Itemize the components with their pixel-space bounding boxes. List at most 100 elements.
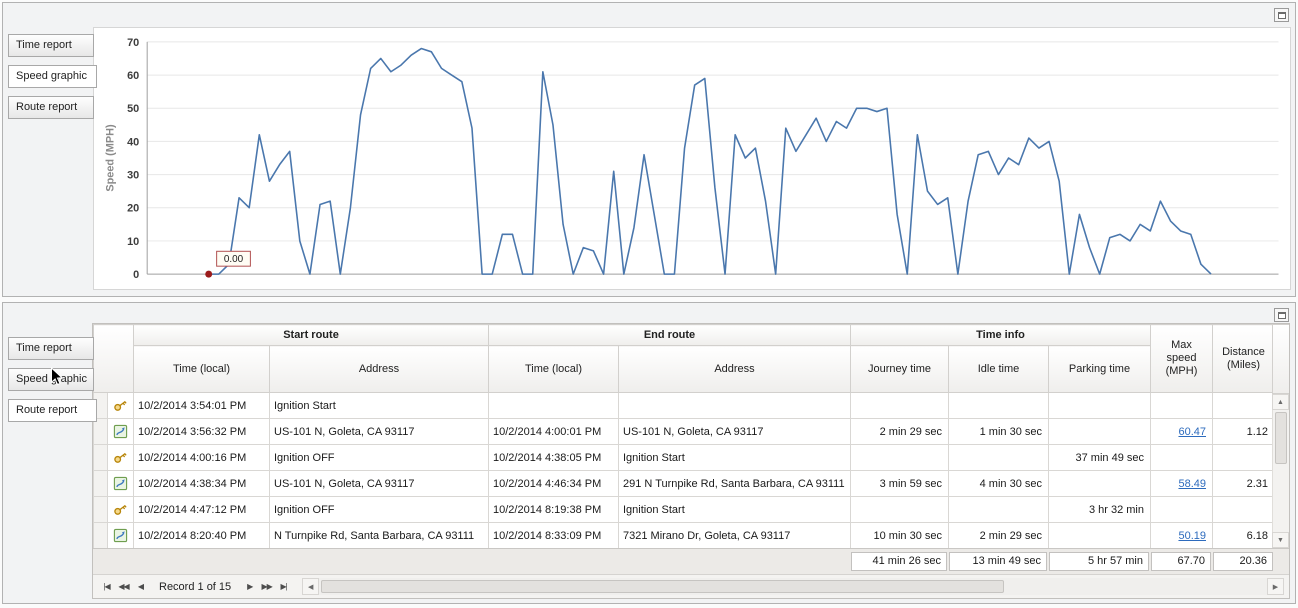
idle-time-cell: [948, 392, 1049, 419]
table-row[interactable]: 10/2/2014 4:47:12 PM Ignition OFF 10/2/201…: [93, 496, 1273, 523]
column-header-end-time[interactable]: Time (local): [488, 345, 619, 393]
route-table: Start route End route Time info Max spee…: [93, 324, 1273, 548]
top-tab-route-report[interactable]: Route report: [8, 96, 94, 119]
table-row[interactable]: 10/2/2014 4:00:16 PM Ignition OFF 10/2/201…: [93, 444, 1273, 471]
table-row[interactable]: 10/2/2014 3:54:01 PM Ignition Start: [93, 392, 1273, 419]
end-address-cell: US-101 N, Goleta, CA 93117: [618, 418, 851, 445]
distance-cell: [1212, 444, 1273, 471]
value-tooltip-box: [216, 250, 251, 267]
bottom-tab-time-report[interactable]: Time report: [8, 337, 94, 360]
journey-time-cell: [850, 444, 949, 471]
max-speed-cell: [1150, 496, 1213, 523]
end-address-cell: 291 N Turnpike Rd, Santa Barbara, CA 931…: [618, 470, 851, 497]
bottom-tab-route-report[interactable]: Route report: [8, 399, 97, 422]
grid-main: Start route End route Time info Max spee…: [93, 324, 1289, 548]
horizontal-scrollbar-track[interactable]: [319, 578, 1267, 595]
mouse-cursor: [51, 367, 64, 386]
speed-graphic-panel: Time report Speed graphic Route report 0 10…: [2, 2, 1296, 297]
horizontal-scrollbar-thumb[interactable]: [321, 580, 1004, 593]
horizontal-scrollbar[interactable]: ◀ ▶: [302, 578, 1284, 595]
top-tab-time-report[interactable]: Time report: [8, 34, 94, 57]
column-header-parking-time[interactable]: Parking time: [1048, 345, 1151, 393]
summary-distance: 20.36: [1213, 552, 1273, 571]
top-tab-speed-graphic[interactable]: Speed graphic: [8, 65, 97, 88]
distance-cell: 6.18: [1212, 522, 1273, 548]
vertical-scrollbar-thumb[interactable]: [1275, 412, 1287, 464]
column-header-start-time[interactable]: Time (local): [133, 345, 270, 393]
speed-line-series: [208, 47, 1212, 275]
key-icon: [113, 399, 128, 411]
max-speed-link[interactable]: 50.19: [1178, 529, 1206, 542]
start-address-cell: Ignition OFF: [269, 444, 489, 471]
column-group-time-info[interactable]: Time info: [850, 324, 1151, 346]
column-header-journey-time[interactable]: Journey time: [850, 345, 949, 393]
scroll-down-button[interactable]: ▼: [1272, 532, 1289, 548]
prev-page-button[interactable]: ◀◀: [118, 582, 129, 591]
max-speed-link[interactable]: 60.47: [1178, 425, 1206, 438]
y-tick-label: 30: [127, 170, 139, 182]
column-header-max-speed[interactable]: Max speed (MPH): [1150, 324, 1213, 393]
row-type-icon-cell: [107, 522, 134, 548]
last-record-button[interactable]: ▶|: [280, 582, 288, 591]
next-record-button[interactable]: ▶: [247, 582, 253, 591]
scrollbar-header-filler: [1272, 324, 1289, 394]
start-address-cell: N Turnpike Rd, Santa Barbara, CA 93111: [269, 522, 489, 548]
column-header-idle-time[interactable]: Idle time: [948, 345, 1049, 393]
vertical-scrollbar[interactable]: ▲ ▼: [1272, 324, 1289, 548]
max-speed-link[interactable]: 58.49: [1178, 477, 1206, 490]
end-time-cell: [488, 392, 619, 419]
collapse-bottom-panel-button[interactable]: [1274, 308, 1289, 322]
record-navigator: |◀ ◀◀ ◀ Record 1 of 15 ▶ ▶▶ ▶| ◀ ▶: [93, 574, 1289, 598]
column-header-start-address[interactable]: Address: [269, 345, 489, 393]
max-speed-cell: [1150, 392, 1213, 419]
row-type-icon-cell: [107, 470, 134, 497]
summary-max-speed: 67.70: [1151, 552, 1211, 571]
table-row[interactable]: 10/2/2014 3:56:32 PM US-101 N, Goleta, CA…: [93, 418, 1273, 445]
column-group-end-route[interactable]: End route: [488, 324, 851, 346]
row-type-icon-cell: [107, 418, 134, 445]
scroll-left-button[interactable]: ◀: [302, 578, 320, 595]
max-speed-cell: 60.47: [1150, 418, 1213, 445]
parking-time-cell: 3 hr 32 min: [1048, 496, 1151, 523]
first-record-button[interactable]: |◀: [103, 582, 110, 591]
max-speed-cell: 50.19: [1150, 522, 1213, 548]
distance-cell: [1212, 496, 1273, 523]
route-report-panel: Time report Speed graphic Route report: [2, 302, 1296, 604]
scroll-up-button[interactable]: ▲: [1272, 394, 1289, 410]
start-time-cell: 10/2/2014 3:56:32 PM: [133, 418, 270, 445]
scroll-right-button[interactable]: ▶: [1267, 578, 1284, 595]
navigator-right-buttons: ▶ ▶▶ ▶|: [241, 578, 292, 595]
y-tick-label: 70: [127, 37, 139, 49]
summary-journey-time: 41 min 26 sec: [851, 552, 947, 571]
start-time-cell: 10/2/2014 4:00:16 PM: [133, 444, 270, 471]
row-type-icon-cell: [107, 444, 134, 471]
end-time-cell: 10/2/2014 8:19:38 PM: [488, 496, 619, 523]
column-group-start-route[interactable]: Start route: [133, 324, 489, 346]
table-row[interactable]: 10/2/2014 4:38:34 PM US-101 N, Goleta, CA…: [93, 470, 1273, 497]
vertical-scrollbar-track[interactable]: [1272, 410, 1289, 532]
distance-cell: 1.12: [1212, 418, 1273, 445]
parking-time-cell: [1048, 392, 1151, 419]
end-address-cell: Ignition Start: [618, 496, 851, 523]
table-row[interactable]: 10/2/2014 8:20:40 PM N Turnpike Rd, Santa…: [93, 522, 1273, 548]
start-address-cell: Ignition OFF: [269, 496, 489, 523]
distance-cell: [1212, 392, 1273, 419]
route-icon: [113, 476, 128, 491]
column-header-distance[interactable]: Distance (Miles): [1212, 324, 1273, 393]
distance-cell: 2.31: [1212, 470, 1273, 497]
summary-row: 41 min 26 sec 13 min 49 sec 5 hr 57 min …: [93, 548, 1289, 574]
row-type-icon-cell: [107, 496, 134, 523]
value-tooltip-label: 0.00: [224, 254, 244, 265]
key-icon: [113, 451, 128, 463]
record-counter: Record 1 of 15: [159, 580, 232, 593]
end-address-cell: [618, 392, 851, 419]
next-page-button[interactable]: ▶▶: [261, 582, 273, 591]
idle-time-cell: [948, 496, 1049, 523]
start-time-cell: 10/2/2014 3:54:01 PM: [133, 392, 270, 419]
end-time-cell: 10/2/2014 4:00:01 PM: [488, 418, 619, 445]
prev-record-button[interactable]: ◀: [137, 582, 144, 591]
parking-time-cell: [1048, 418, 1151, 445]
collapse-top-panel-button[interactable]: [1274, 8, 1289, 22]
idle-time-cell: 2 min 29 sec: [948, 522, 1049, 548]
column-header-end-address[interactable]: Address: [618, 345, 851, 393]
